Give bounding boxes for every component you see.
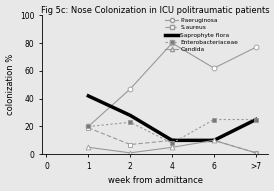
- Legend: P.aeruginosa, S.aureus, Saprophyte flora, Enterobacteriaceae, Candida: P.aeruginosa, S.aureus, Saprophyte flora…: [163, 15, 241, 55]
- X-axis label: week from admittance: week from admittance: [108, 176, 203, 185]
- Title: Fig 5c: Nose Colonization in ICU politraumatic patients: Fig 5c: Nose Colonization in ICU politra…: [41, 6, 270, 15]
- Y-axis label: colonization %: colonization %: [5, 54, 15, 115]
